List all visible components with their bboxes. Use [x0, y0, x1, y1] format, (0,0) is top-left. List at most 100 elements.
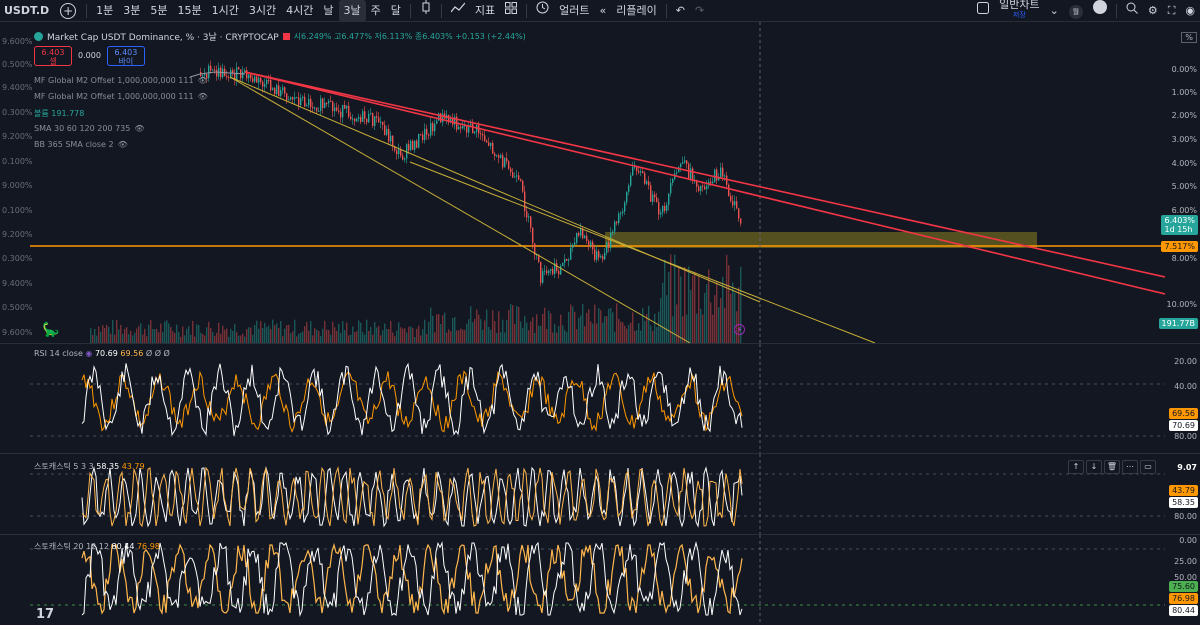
- rsi-canvas[interactable]: [0, 344, 1165, 454]
- volume-bar: [424, 319, 426, 343]
- volume-bar: [410, 326, 412, 343]
- interval-1d[interactable]: 날: [323, 3, 334, 17]
- eye-icon[interactable]: 👁: [117, 140, 128, 149]
- candle-body: [448, 114, 450, 123]
- stoch-fast-pane[interactable]: 스토캐스틱 5 3 3 58.35 43.79 ↑ ↓ 🗑 ⋯ ▭ 9.07 8…: [0, 453, 1200, 535]
- compare-add-icon[interactable]: +: [60, 2, 77, 19]
- fullscreen-icon[interactable]: ⛶: [1167, 4, 1176, 17]
- legend-mf-m2-1[interactable]: MF Global M2 Offset 1,000,000,000 111 👁: [34, 76, 208, 85]
- candle-body: [254, 76, 256, 82]
- candle-body: [338, 110, 340, 112]
- eye-icon[interactable]: 👁: [197, 76, 208, 85]
- candle-body: [616, 221, 618, 224]
- legend-bb[interactable]: BB 365 SMA close 2 👁: [34, 140, 128, 149]
- eye-icon[interactable]: 👁: [134, 124, 145, 133]
- candle-body: [614, 221, 616, 232]
- volume-bar: [198, 325, 200, 343]
- indicators-icon[interactable]: [446, 0, 470, 22]
- volume-bar: [638, 323, 640, 343]
- stoch-fast-canvas[interactable]: [0, 454, 1165, 535]
- price-chart-canvas[interactable]: [0, 22, 1165, 343]
- volume-bar: [234, 324, 236, 343]
- layout-square-icon[interactable]: [972, 0, 994, 22]
- volume-bar: [338, 323, 340, 343]
- rsi-settings-icon[interactable]: ◉: [85, 349, 93, 358]
- legend-mf-m2-2[interactable]: MF Global M2 Offset 1,000,000,000 111 👁: [34, 92, 208, 101]
- search-icon[interactable]: [1121, 0, 1143, 22]
- candle-body: [422, 134, 424, 140]
- interval-1w[interactable]: 주: [370, 3, 381, 17]
- legend-volume[interactable]: 볼륨 191.778: [34, 108, 84, 119]
- candle-body: [562, 262, 564, 266]
- candle-body: [492, 142, 494, 154]
- indicators-button[interactable]: 지표: [474, 3, 496, 17]
- candle-body: [274, 88, 276, 94]
- tradingview-logo[interactable]: 17: [36, 607, 55, 622]
- rsi-pane[interactable]: RSI 14 close ◉ 70.69 69.56 Ø Ø Ø 20.00 4…: [0, 343, 1200, 454]
- candle-body: [384, 124, 386, 135]
- volume-bar: [592, 323, 594, 343]
- delete-icon[interactable]: 🗑: [1104, 460, 1120, 474]
- volume-bar: [666, 295, 668, 343]
- interval-1h[interactable]: 1시간: [211, 3, 239, 17]
- volume-bar: [684, 267, 686, 343]
- candle-body: [496, 155, 498, 157]
- interval-15m[interactable]: 15분: [177, 3, 202, 17]
- candle-body: [594, 249, 596, 260]
- volume-bar: [510, 304, 512, 343]
- stoch-slow-pane[interactable]: 스토캐스틱 20 12 12 80.44 76.98 0.00 25.00 50…: [0, 534, 1200, 625]
- candle-body: [680, 163, 682, 168]
- lightning-event-icon[interactable]: ⚡: [734, 324, 745, 335]
- chart-type-menu[interactable]: 일반차트 저장: [994, 0, 1044, 22]
- volume-bar: [602, 322, 604, 343]
- interval-5m[interactable]: 5분: [150, 3, 168, 17]
- camera-icon[interactable]: ◉: [1185, 4, 1195, 17]
- sell-button[interactable]: 6.403 셀: [34, 46, 72, 66]
- undo-icon[interactable]: ↶: [675, 3, 685, 17]
- rsi-extra: Ø Ø Ø: [145, 349, 170, 358]
- redo-icon[interactable]: ↷: [694, 3, 705, 17]
- interval-1M[interactable]: 달: [390, 3, 401, 17]
- volume-bar: [656, 327, 658, 343]
- settings-gear-icon[interactable]: ⚙: [1147, 4, 1158, 17]
- volume-bar: [550, 313, 552, 343]
- chart-title: Market Cap USDT Dominance, % · 3날 · CRYP…: [47, 33, 279, 43]
- volume-bar: [206, 327, 208, 343]
- profile-icon[interactable]: [1088, 0, 1112, 22]
- symbol-search[interactable]: USDT.D: [4, 3, 50, 17]
- move-up-icon[interactable]: ↑: [1068, 460, 1084, 474]
- stoch-slow-canvas[interactable]: [0, 535, 1165, 625]
- volume-bar: [620, 321, 622, 343]
- layout-grid-icon[interactable]: [500, 0, 522, 22]
- interval-3m[interactable]: 3분: [123, 3, 141, 17]
- volume-bar: [226, 328, 228, 343]
- volume-bar: [506, 320, 508, 343]
- move-down-icon[interactable]: ↓: [1086, 460, 1102, 474]
- avatar[interactable]: 월: [1064, 0, 1088, 22]
- volume-bar: [738, 287, 740, 343]
- interval-3d[interactable]: 3날: [338, 0, 366, 22]
- interval-4h[interactable]: 4시간: [286, 3, 314, 17]
- right-price-axis[interactable]: % 0.00% 1.00% 2.00% 3.00% 4.00% 5.00% 6.…: [1164, 22, 1200, 343]
- chevron-down-icon[interactable]: ⌄: [1049, 4, 1059, 17]
- buy-button[interactable]: 6.403 바이: [106, 46, 145, 66]
- percent-scale-button[interactable]: %: [1181, 32, 1197, 43]
- more-icon[interactable]: ⋯: [1122, 460, 1138, 474]
- candle-type-icon[interactable]: [415, 0, 437, 22]
- volume-bar: [400, 327, 402, 343]
- interval-3h[interactable]: 3시간: [248, 3, 277, 17]
- replay-button[interactable]: 리플레이: [616, 3, 657, 17]
- eye-icon[interactable]: 👁: [197, 92, 208, 101]
- interval-1m[interactable]: 1분: [96, 3, 114, 17]
- volume-bar: [694, 271, 696, 343]
- replay-icon[interactable]: «: [599, 3, 607, 17]
- alert-button[interactable]: 얼러트: [559, 3, 590, 17]
- left-axis-tick: 9.600%: [2, 328, 33, 337]
- maximize-icon[interactable]: ▭: [1140, 460, 1156, 474]
- volume-bar: [498, 311, 500, 343]
- alert-clock-icon[interactable]: [531, 0, 554, 22]
- main-price-pane[interactable]: Market Cap USDT Dominance, % · 3날 · CRYP…: [0, 22, 1200, 343]
- legend-sma[interactable]: SMA 30 60 120 200 735 👁: [34, 124, 145, 133]
- volume-bar: [608, 308, 610, 343]
- volume-bar: [356, 331, 358, 343]
